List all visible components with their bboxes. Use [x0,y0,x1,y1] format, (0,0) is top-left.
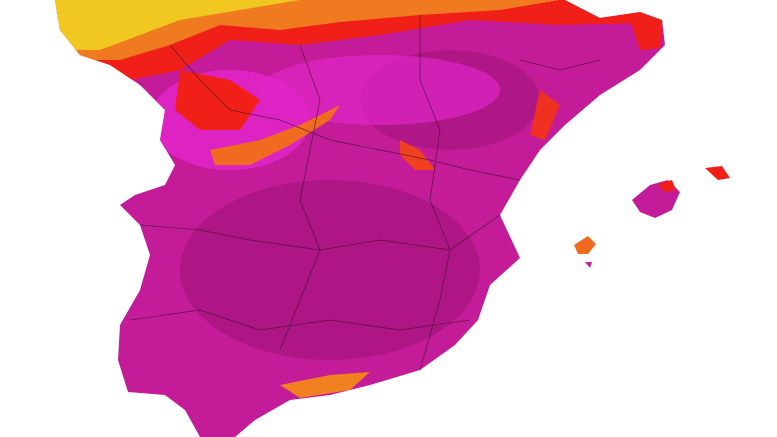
balearic-islands [574,166,730,268]
